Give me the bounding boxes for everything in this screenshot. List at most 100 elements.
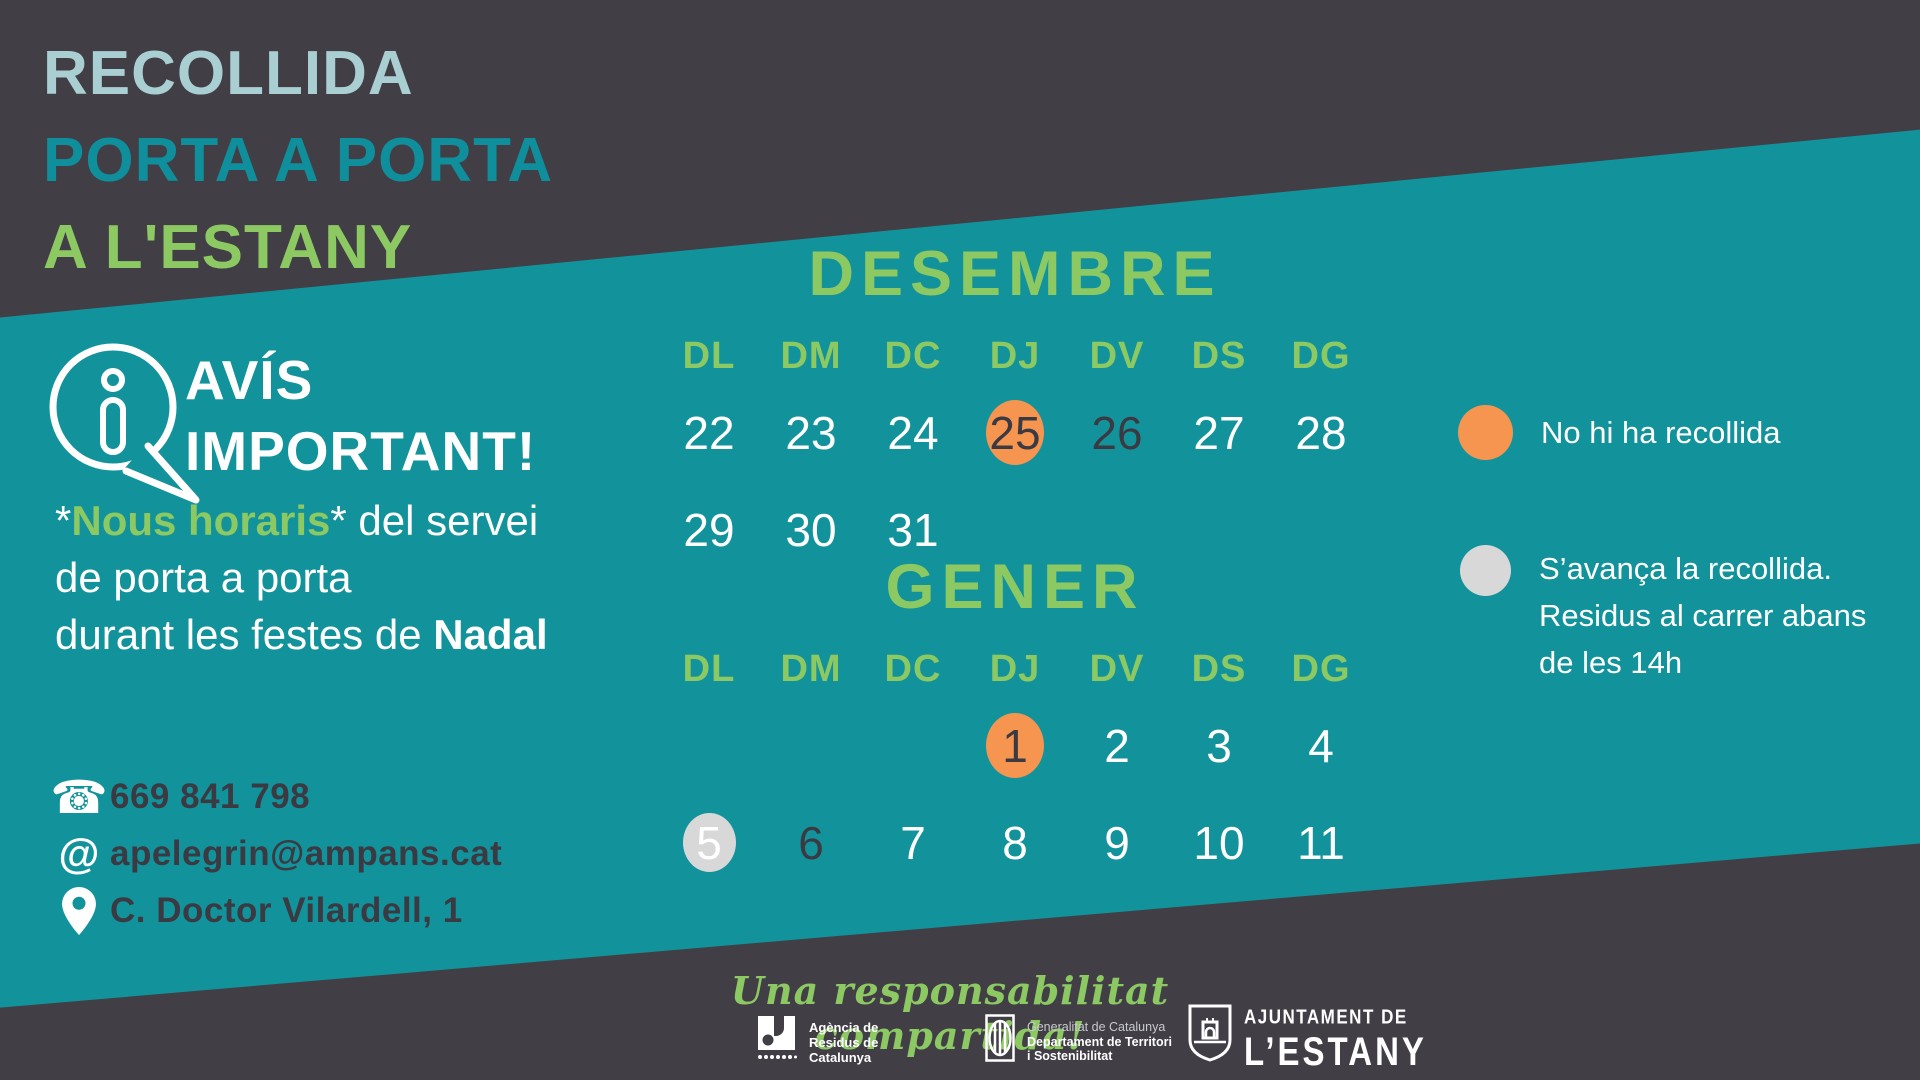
email-at-icon: @ [58, 829, 100, 877]
calendar-day-cell: 9 [1066, 794, 1168, 891]
legend-no-collection: No hi ha recollida [1458, 405, 1781, 460]
calendar-day: 11 [1297, 816, 1345, 869]
calendar-day-cell: 1 [964, 697, 1066, 794]
poster-title-line3: A L'ESTANY [43, 213, 413, 282]
calendar-day-cell: 3 [1168, 697, 1270, 794]
calendar-day-cell: 31 [862, 481, 964, 578]
agencia-residus-icon [758, 1016, 797, 1059]
calendar-day: 4 [1308, 719, 1334, 772]
weekday-header: DV [1089, 334, 1145, 377]
ajuntament-estany-shield-icon [1188, 1004, 1232, 1062]
notice-heading-line2: IMPORTANT! [185, 420, 537, 482]
calendar-day-cell: 23 [760, 384, 862, 481]
weekday-header: DL [682, 334, 736, 377]
calendar-day: 3 [1206, 719, 1232, 772]
legend-advanced-collection-label: S’avança la recollida. Residus al carrer… [1539, 545, 1866, 686]
calendar-day-cell: 26 [1066, 384, 1168, 481]
footer-slogan: Una responsabilitat compartida! [730, 968, 1170, 1058]
calendar-empty-cell [862, 697, 964, 794]
legend-line-1: S’avança la recollida. [1539, 551, 1832, 586]
calendar-day-cell: 5 [658, 794, 760, 891]
weekday-header: DS [1191, 334, 1247, 377]
calendar-day-cell: 25 [964, 384, 1066, 481]
calendar-day: 26 [1091, 406, 1143, 459]
calendar-day: 2 [1104, 719, 1130, 772]
calendar-day-cell: 28 [1270, 384, 1372, 481]
notice-line1-rest: * del servei [330, 497, 539, 544]
arc-line3: Catalunya [809, 1050, 872, 1065]
calendar-day-cell: 11 [1270, 794, 1372, 891]
calendar-day-cell: 10 [1168, 794, 1270, 891]
month-title: DESEMBRE [808, 239, 1222, 309]
weekday-header: DG [1291, 647, 1351, 690]
legend-line-2: Residus al carrer abans [1539, 598, 1867, 633]
ajuntament-estany-text: AJUNTAMENT DE L’ESTANY [1244, 1004, 1427, 1075]
calendar-day: 7 [900, 816, 926, 869]
calendar-day: 22 [683, 406, 735, 459]
location-pin-icon [48, 886, 110, 935]
legend-advanced-collection: S’avança la recollida. Residus al carrer… [1460, 545, 1866, 686]
weekday-header: DG [1291, 334, 1351, 377]
contact-phone-row: ☎ 669 841 798 [48, 768, 502, 825]
calendar-day-cell: 30 [760, 481, 862, 578]
phone-number: 669 841 798 [110, 776, 311, 816]
gray-legend-dot [1460, 545, 1511, 596]
calendar-day-cell: 6 [760, 794, 862, 891]
calendar-empty-cell [760, 697, 862, 794]
notice-body-line1: *Nous horaris* del servei [55, 492, 548, 549]
calendar-day-cell: 4 [1270, 697, 1372, 794]
calendar-day-cell: 27 [1168, 384, 1270, 481]
legend-line-3: de les 14h [1539, 645, 1683, 680]
calendar-day: 10 [1193, 816, 1245, 869]
info-speech-bubble-icon [38, 332, 218, 517]
calendar-day-cell: 8 [964, 794, 1066, 891]
calendar-day-cell: 24 [862, 384, 964, 481]
calendar-day-marked: 1 [986, 713, 1044, 778]
arc-line1: Agència de [809, 1020, 879, 1035]
notice-line3-pre: durant les festes de [55, 611, 434, 658]
calendar-day-cell: 7 [862, 794, 964, 891]
phone-icon: ☎ [50, 769, 108, 824]
poster-title-line1: RECOLLIDA [43, 39, 414, 108]
calendar-day: 9 [1104, 816, 1130, 869]
calendar-day: 28 [1295, 406, 1347, 459]
calendar-day: 29 [683, 503, 735, 556]
ajuntament-line2: L’ESTANY [1244, 1028, 1427, 1074]
poster-title: RECOLLIDA PORTA A PORTA A L'ESTANY [43, 30, 553, 291]
gen-line3: i Sostenibilitat [1027, 1049, 1113, 1063]
gen-line1: Generalitat de Catalunya [1027, 1020, 1166, 1034]
nadal-bold: Nadal [433, 611, 548, 658]
email-address: apelegrin@ampans.cat [110, 833, 503, 873]
calendar-day: 24 [887, 406, 939, 459]
notice-heading: AVÍS IMPORTANT! [185, 345, 536, 487]
calendar-day-cell: 29 [658, 481, 760, 578]
calendar-day: 6 [798, 816, 824, 869]
gen-line2: Departament de Territori [1027, 1034, 1172, 1049]
agencia-residus-text: Agència de Residus de Catalunya [809, 1016, 878, 1065]
calendar-day: 31 [887, 503, 939, 556]
weekday-header: DM [780, 334, 842, 377]
calendar-day-marked: 25 [986, 400, 1044, 465]
orange-legend-dot [1458, 405, 1513, 460]
calendar-gener: GENER DL DM DC DJ DV DS DG 1 2 3 4 5 6 7 8 9 10 11 [658, 556, 1372, 891]
contact-block: ☎ 669 841 798 @ apelegrin@ampans.cat C. … [48, 768, 502, 939]
weekday-header: DJ [989, 647, 1041, 690]
ajuntament-line1: AJUNTAMENT DE [1244, 1005, 1408, 1029]
asterisk: * [55, 497, 72, 544]
weekday-header: DM [780, 647, 842, 690]
calendar-day: 27 [1193, 406, 1245, 459]
generalitat-icon [985, 1014, 1015, 1062]
weekday-header: DV [1089, 647, 1145, 690]
ajuntament-estany-logo: AJUNTAMENT DE L’ESTANY [1188, 1004, 1427, 1072]
agencia-residus-logo: Agència de Residus de Catalunya [757, 1016, 878, 1065]
weekday-header: DS [1191, 647, 1247, 690]
contact-email-row: @ apelegrin@ampans.cat [48, 825, 502, 882]
month-grid: DL DM DC DJ DV DS DG 22 23 24 25 26 27 28 29 30 31 [658, 328, 1372, 578]
legend-no-collection-label: No hi ha recollida [1541, 415, 1781, 450]
month-title: GENER [885, 552, 1145, 622]
calendar-desembre: DESEMBRE DL DM DC DJ DV DS DG 22 23 24 25 26 27 28 29 3… [658, 243, 1372, 578]
generalitat-logo: Generalitat de Catalunya Departament de … [985, 1014, 1172, 1064]
calendar-empty-cell [658, 697, 760, 794]
poster-title-line2: PORTA A PORTA [43, 126, 554, 195]
